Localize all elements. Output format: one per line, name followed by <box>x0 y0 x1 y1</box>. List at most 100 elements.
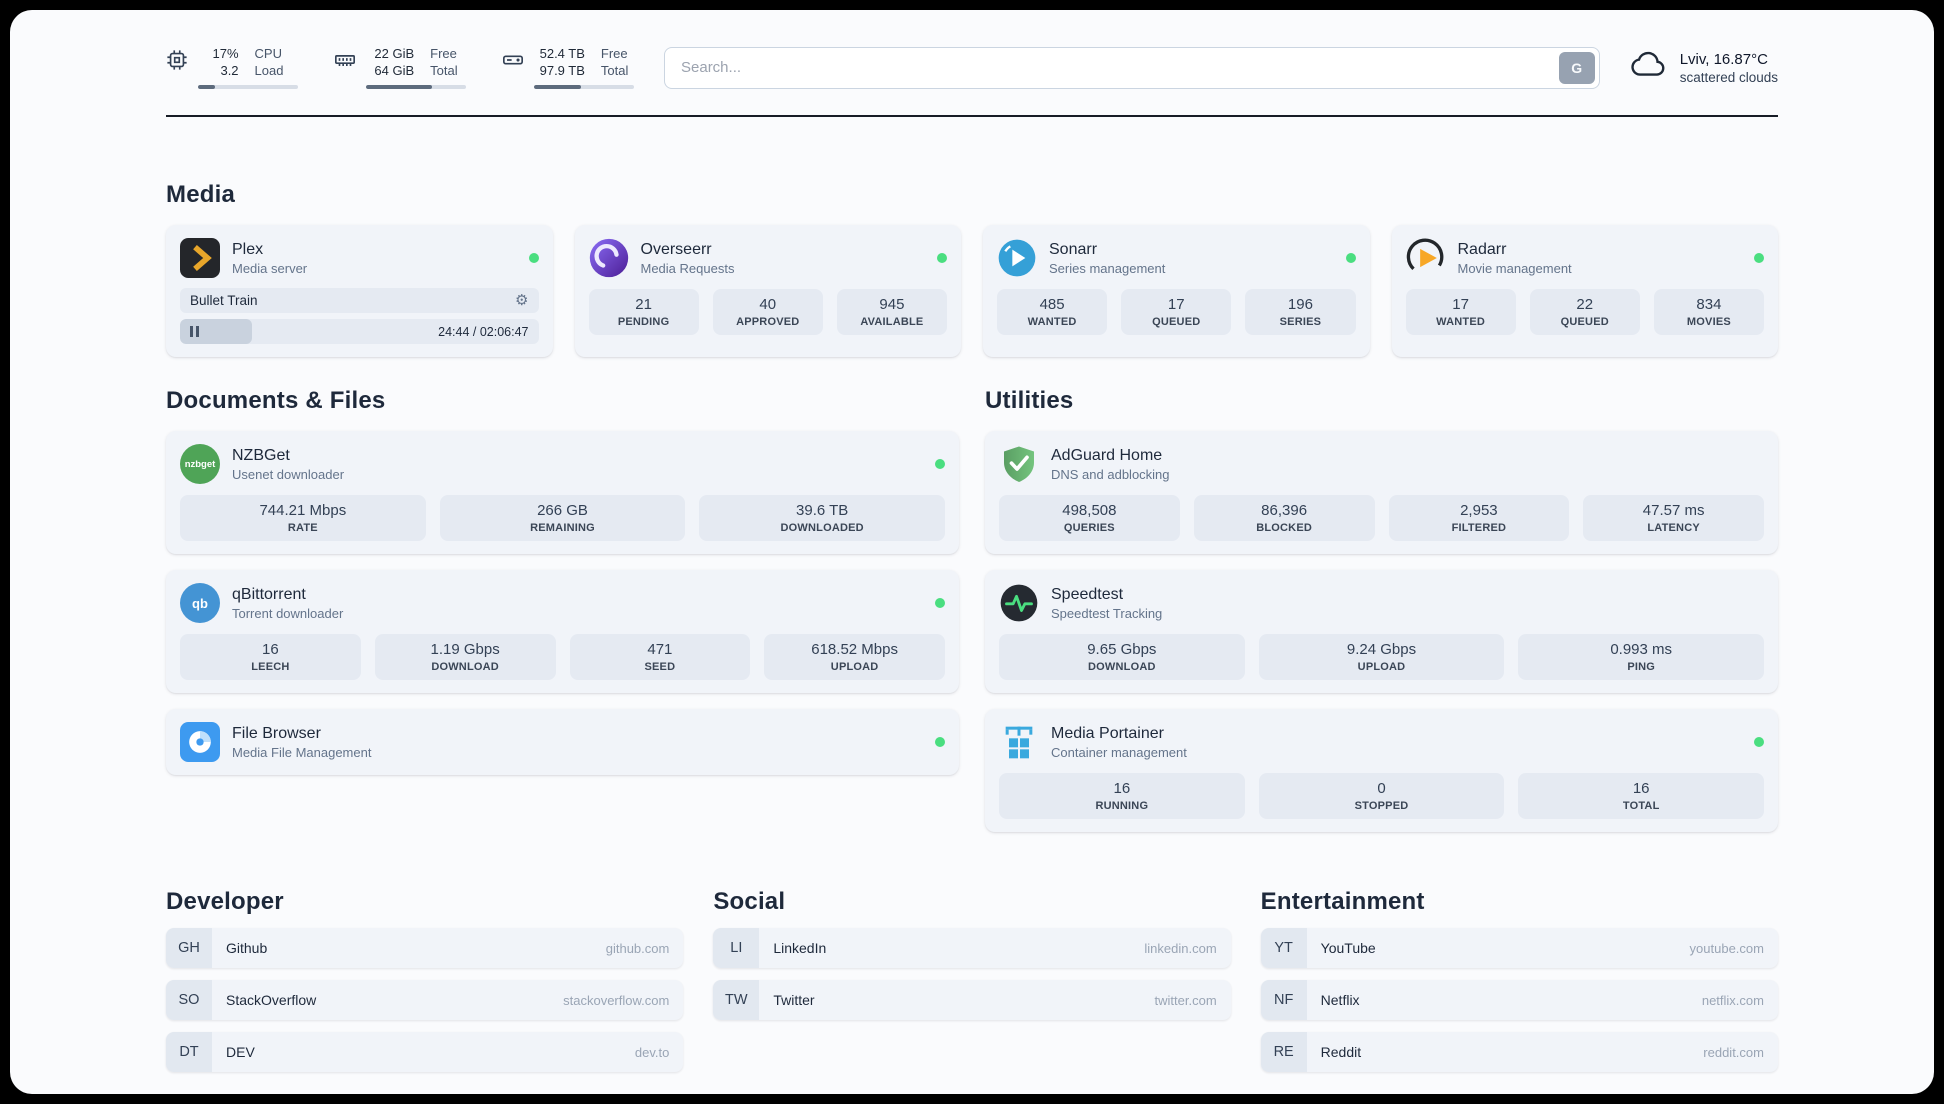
stat-value: 40 <box>759 296 777 313</box>
service-name: Radarr <box>1457 240 1507 258</box>
stat-block: 196 SERIES <box>1245 289 1356 335</box>
player-progress-bar[interactable]: 24:44 / 02:06:47 <box>180 319 539 344</box>
gear-icon[interactable]: ⚙ <box>515 292 529 309</box>
stat-value: 498,508 <box>1062 502 1117 519</box>
bookmark-netflix[interactable]: NF Netflix netflix.com <box>1260 980 1778 1020</box>
section-title-media: Media <box>166 181 236 208</box>
plex-icon <box>180 238 220 278</box>
bookmark-name: Github <box>226 940 268 956</box>
search-provider-button[interactable]: G <box>1558 51 1595 84</box>
stat-value: 39.6 TB <box>796 502 849 519</box>
service-card-adguard[interactable]: AdGuard Home DNS and adblocking 498,508 … <box>985 431 1778 554</box>
bookmark-group-developer: Developer GH Github github.com SO StackO… <box>166 888 684 1072</box>
bookmark-reddit[interactable]: RE Reddit reddit.com <box>1260 1032 1778 1072</box>
stat-value: 16 <box>1632 780 1650 797</box>
section-title-utilities: Utilities <box>985 387 1074 414</box>
stat-value: 196 <box>1287 296 1313 313</box>
service-name: qBittorrent <box>232 585 306 603</box>
stat-value: 16 <box>1113 780 1131 797</box>
stat-value: 17 <box>1167 296 1185 313</box>
stat-value: 86,396 <box>1261 502 1308 519</box>
stat-value: 485 <box>1039 296 1065 313</box>
sonarr-icon <box>997 238 1037 278</box>
stat-label: QUEUED <box>1560 316 1609 328</box>
pause-icon[interactable] <box>180 326 199 337</box>
bookmark-abbr: RE <box>1260 1032 1307 1072</box>
stat-label: QUEUED <box>1152 316 1201 328</box>
service-card-overseerr[interactable]: Overseerr Media Requests 21 PENDING 40 A… <box>574 225 961 357</box>
bookmark-name: Netflix <box>1320 992 1360 1008</box>
dashboard-page: 17% CPU 3.2 Load 22 GiB <box>10 10 1934 1094</box>
bookmark-name: Reddit <box>1320 1044 1362 1060</box>
stat-block: 16 LEECH <box>180 634 361 680</box>
speedtest-icon <box>999 583 1039 623</box>
stat-block: 744.21 Mbps RATE <box>180 495 426 541</box>
stat-block: 618.52 Mbps UPLOAD <box>764 634 945 680</box>
stat-label: DOWNLOAD <box>1088 661 1156 673</box>
disk-widget: 52.4 TB Free 97.9 TB Total <box>502 46 634 89</box>
stat-block: 47.57 ms LATENCY <box>1583 495 1764 541</box>
bookmark-youtube[interactable]: YT YouTube youtube.com <box>1260 928 1778 968</box>
section-documents: Documents & Files nzbget NZBGet Usenet d… <box>166 387 959 775</box>
overseerr-icon <box>589 238 629 278</box>
player-time: 24:44 / 02:06:47 <box>438 324 529 339</box>
stat-block: 0 STOPPED <box>1258 773 1505 819</box>
stat-label: QUERIES <box>1063 522 1115 534</box>
disk-free-value: 52.4 TB <box>539 46 585 61</box>
stat-block: 2,953 FILTERED <box>1388 495 1570 541</box>
service-description: Media Requests <box>640 260 735 276</box>
service-card-plex[interactable]: Plex Media server Bullet Train ⚙ <box>166 225 553 357</box>
service-card-speedtest[interactable]: Speedtest Speedtest Tracking 9.65 Gbps D… <box>985 570 1778 693</box>
bookmark-group-social: Social LI LinkedIn linkedin.com TW Twitt… <box>713 888 1231 1072</box>
bookmark-domain: reddit.com <box>1703 1044 1764 1060</box>
bookmark-domain: dev.to <box>634 1044 670 1060</box>
status-indicator <box>937 253 947 263</box>
cpu-usage-label: CPU <box>254 46 282 61</box>
cpu-progress-track <box>198 85 298 89</box>
service-name: Overseerr <box>640 240 712 258</box>
status-indicator <box>935 459 945 469</box>
stat-block: 40 APPROVED <box>712 289 823 335</box>
stat-block: 22 QUEUED <box>1529 289 1640 335</box>
bookmark-dev[interactable]: DT DEV dev.to <box>166 1032 684 1072</box>
weather-location: Lviv, 16.87°C <box>1679 50 1768 68</box>
bookmark-name: LinkedIn <box>773 940 827 956</box>
stat-label: LEECH <box>251 661 290 673</box>
stat-block: 16 TOTAL <box>1518 773 1765 819</box>
status-indicator <box>935 737 945 747</box>
stat-block: 21 PENDING <box>588 289 699 335</box>
stat-value: 21 <box>635 296 652 313</box>
bookmark-domain: github.com <box>605 940 670 956</box>
service-description: Speedtest Tracking <box>1051 605 1163 621</box>
bookmark-linkedin[interactable]: LI LinkedIn linkedin.com <box>713 928 1231 968</box>
service-card-sonarr[interactable]: Sonarr Series management 485 WANTED 17 Q… <box>983 225 1370 357</box>
service-card-portainer[interactable]: Media Portainer Container management 16 … <box>985 709 1778 832</box>
bookmark-stackoverflow[interactable]: SO StackOverflow stackoverflow.com <box>166 980 684 1020</box>
stat-block: 485 WANTED <box>997 289 1108 335</box>
service-card-filebrowser[interactable]: File Browser Media File Management <box>166 709 959 775</box>
search-input[interactable] <box>664 46 1600 89</box>
status-indicator <box>1754 737 1764 747</box>
service-name: AdGuard Home <box>1051 446 1163 464</box>
bookmark-twitter[interactable]: TW Twitter twitter.com <box>713 980 1231 1020</box>
service-card-nzbget[interactable]: nzbget NZBGet Usenet downloader 744.21 M… <box>166 431 959 554</box>
now-playing-title: Bullet Train <box>190 293 258 308</box>
stat-label: AVAILABLE <box>860 316 924 328</box>
stat-label: DOWNLOAD <box>431 661 499 673</box>
stat-label: RATE <box>287 522 318 534</box>
stat-block: 0.993 ms PING <box>1518 634 1765 680</box>
service-card-qbittorrent[interactable]: qb qBittorrent Torrent downloader 16 LEE… <box>166 570 959 693</box>
stat-label: PENDING <box>617 316 670 328</box>
stat-label: UPLOAD <box>830 661 879 673</box>
resource-widgets: 17% CPU 3.2 Load 22 GiB <box>166 46 634 89</box>
stat-label: WANTED <box>1027 316 1077 328</box>
adguard-icon <box>999 444 1039 484</box>
stat-block: 39.6 TB DOWNLOADED <box>699 495 946 541</box>
bookmark-domain: netflix.com <box>1701 992 1764 1008</box>
stat-value: 744.21 Mbps <box>259 502 347 519</box>
service-card-radarr[interactable]: Radarr Movie management 17 WANTED 22 QUE… <box>1391 225 1778 357</box>
disk-progress-track <box>534 85 634 89</box>
bookmark-github[interactable]: GH Github github.com <box>166 928 684 968</box>
stat-value: 0.993 ms <box>1610 641 1673 658</box>
stat-value: 0 <box>1377 780 1386 797</box>
